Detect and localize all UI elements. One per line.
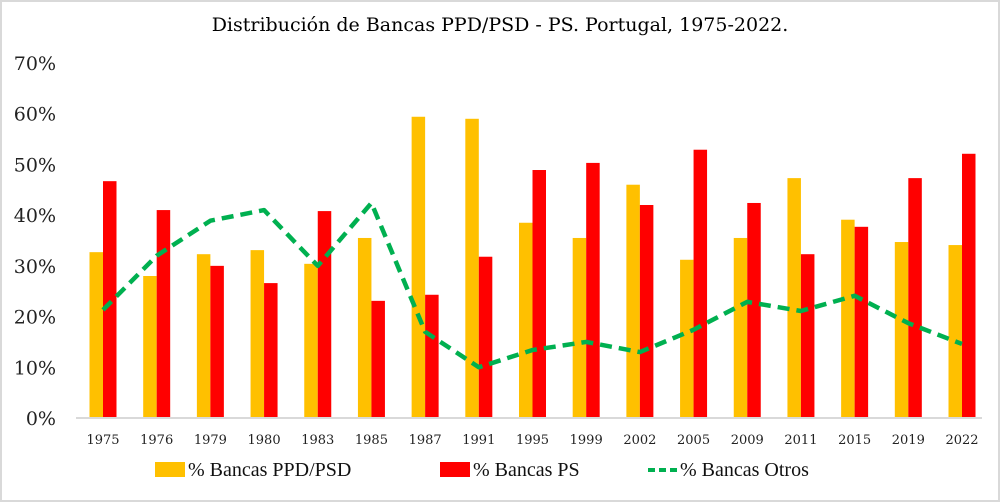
bar-ppd-psd-1987 [411, 116, 426, 418]
bar-ppd-psd-1983 [304, 263, 318, 418]
bar-ps-2011 [800, 254, 815, 418]
bar-ps-2019 [908, 178, 922, 418]
bar-marks [89, 116, 976, 419]
x-tick-label: 2005 [677, 433, 710, 448]
x-tick-label: 1975 [86, 433, 119, 448]
x-tick-label: 1976 [140, 433, 173, 448]
legend: % Bancas PPD/PSD % Bancas PS % Bancas Ot… [155, 459, 809, 481]
y-tick-label: 30% [14, 256, 56, 278]
line-series [101, 200, 963, 370]
bar-ps-2022 [962, 153, 976, 418]
x-tick-label: 2011 [784, 433, 817, 448]
chart-title: Distribución de Bancas PPD/PSD - PS. Por… [211, 14, 789, 36]
bar-ps-1987 [425, 294, 439, 418]
x-tick-label: 1999 [570, 433, 603, 448]
bar-ppd-psd-1976 [143, 276, 157, 418]
bar-ppd-psd-1985 [357, 237, 372, 418]
y-tick-label: 10% [14, 357, 56, 379]
bar-ppd-psd-1995 [519, 222, 533, 418]
x-tick-label: 2019 [892, 433, 925, 448]
y-tick-label: 20% [14, 307, 56, 329]
bar-ppd-psd-2009 [733, 237, 748, 418]
bar-ppd-psd-1980 [250, 250, 265, 418]
bar-ps-1995 [532, 170, 546, 418]
x-tick-label: 1983 [301, 433, 334, 448]
legend-swatch-ps [440, 462, 470, 477]
x-tick-label: 1980 [248, 433, 281, 448]
legend-label-otros: % Bancas Otros [680, 459, 809, 481]
y-tick-label: 50% [14, 154, 56, 176]
bar-ps-2005 [693, 149, 708, 418]
bar-ppd-psd-2005 [680, 259, 694, 418]
bar-ps-1985 [371, 300, 385, 418]
bar-ppd-psd-1979 [196, 254, 211, 418]
bar-ps-1999 [586, 162, 600, 418]
bar-ppd-psd-2011 [787, 178, 801, 418]
bar-ps-2002 [639, 205, 654, 418]
bar-ps-1976 [156, 210, 171, 418]
bar-ppd-psd-1999 [572, 237, 587, 418]
legend-label-ppd-psd: % Bancas PPD/PSD [188, 459, 351, 481]
bar-ps-1983 [317, 211, 332, 418]
bar-ps-1980 [264, 283, 278, 418]
bar-ps-1991 [478, 256, 493, 418]
legend-swatch-ppd-psd [155, 462, 185, 477]
legend-label-ps: % Bancas PS [473, 459, 580, 481]
bar-ps-1975 [103, 181, 117, 418]
x-tick-label: 2002 [623, 433, 656, 448]
bar-ppd-psd-2022 [948, 245, 962, 418]
y-tick-label: 60% [14, 104, 56, 126]
y-tick-label: 40% [14, 205, 56, 227]
bar-ppd-psd-2019 [894, 242, 909, 418]
x-tick-label: 1987 [409, 433, 442, 448]
x-tick-label: 2009 [731, 433, 764, 448]
bar-ppd-psd-1991 [465, 118, 479, 419]
bar-ppd-psd-2015 [841, 219, 855, 418]
x-tick-label: 2022 [945, 433, 978, 448]
bar-ppd-psd-1975 [89, 252, 103, 418]
bar-ps-2015 [854, 226, 869, 418]
x-tick-label: 1995 [516, 433, 549, 448]
x-tick-label: 1991 [462, 433, 495, 448]
y-tick-label: 70% [14, 53, 56, 75]
y-tick-label: 0% [26, 408, 56, 430]
x-tick-label: 2015 [838, 433, 871, 448]
x-axis-ticks: 1975 1976 1979 1980 1983 1985 1987 1991 1995 1999… [86, 433, 978, 448]
bar-ppd-psd-2002 [626, 184, 640, 418]
x-tick-label: 1979 [194, 433, 227, 448]
y-axis-ticks: 0% 10% 20% 30% 40% 50% 60% 70% [14, 53, 56, 430]
bar-ps-1979 [210, 265, 224, 418]
x-tick-label: 1985 [355, 433, 388, 448]
bar-ps-2009 [747, 202, 761, 418]
